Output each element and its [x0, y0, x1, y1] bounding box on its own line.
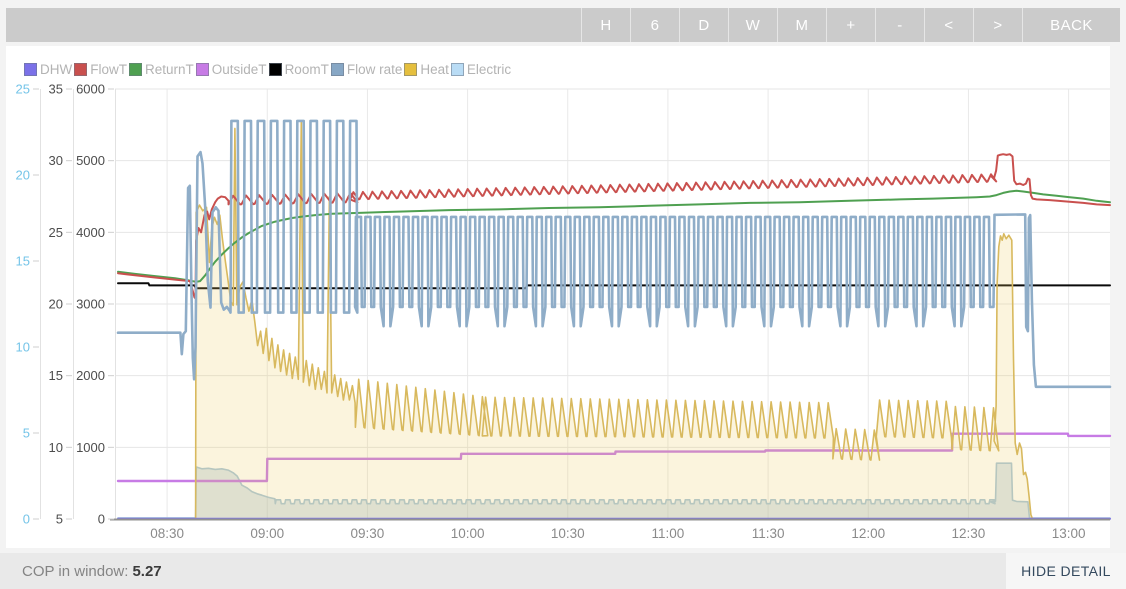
legend-label: OutsideT	[211, 62, 267, 77]
toolbar-button-w[interactable]: W	[728, 8, 777, 42]
cop-value: 5.27	[132, 562, 162, 580]
legend-item-dhw[interactable]: DHW	[24, 62, 72, 77]
legend-label: DHW	[40, 62, 73, 77]
chart-card: DHW FlowT ReturnT OutsideT RoomT Flow rate Hea…	[6, 46, 1110, 548]
footer-bar: COP in window: 5.27 HIDE DETAIL	[0, 553, 1126, 589]
legend-item-roomt[interactable]: RoomT	[268, 62, 329, 77]
toolbar-button-d[interactable]: D	[679, 8, 728, 42]
legend-item-flow-rate[interactable]: Flow rate	[330, 62, 403, 77]
legend-item-heat[interactable]: Heat	[404, 62, 449, 77]
toolbar: H 6 D W M + - < > BACK	[6, 8, 1120, 42]
hide-detail-button[interactable]: HIDE DETAIL	[1006, 553, 1126, 589]
legend-label: FlowT	[90, 62, 127, 77]
cop-in-window: COP in window: 5.27	[22, 563, 162, 580]
legend-label: ReturnT	[145, 62, 194, 77]
toolbar-button-6[interactable]: 6	[630, 8, 679, 42]
legend-label: Heat	[420, 62, 449, 77]
legend-swatch	[74, 63, 88, 76]
legend-swatch	[195, 63, 209, 76]
legend-item-returnt[interactable]: ReturnT	[129, 62, 194, 77]
cop-label: COP in window:	[22, 562, 129, 580]
legend-swatch	[24, 63, 37, 76]
toolbar-button->[interactable]: >	[973, 8, 1022, 42]
legend-item-electric[interactable]: Electric	[450, 62, 512, 77]
toolbar-button-h[interactable]: H	[581, 8, 630, 42]
toolbar-button--[interactable]: -	[875, 8, 924, 42]
legend-swatch	[268, 63, 282, 76]
chart-legend: DHW FlowT ReturnT OutsideT RoomT Flow rate Hea…	[24, 62, 513, 77]
toolbar-button-<[interactable]: <	[924, 8, 973, 42]
toolbar-button-back[interactable]: BACK	[1022, 8, 1120, 42]
legend-swatch	[129, 63, 142, 76]
legend-item-outsidet[interactable]: OutsideT	[195, 62, 267, 77]
legend-label: Electric	[466, 62, 512, 77]
legend-swatch	[450, 63, 464, 76]
legend-item-flowt[interactable]: FlowT	[74, 62, 127, 77]
toolbar-button-+[interactable]: +	[826, 8, 875, 42]
legend-label: RoomT	[284, 62, 329, 77]
legend-swatch	[404, 63, 418, 76]
toolbar-button-m[interactable]: M	[777, 8, 826, 42]
legend-swatch	[330, 63, 344, 76]
legend-label: Flow rate	[346, 62, 403, 77]
